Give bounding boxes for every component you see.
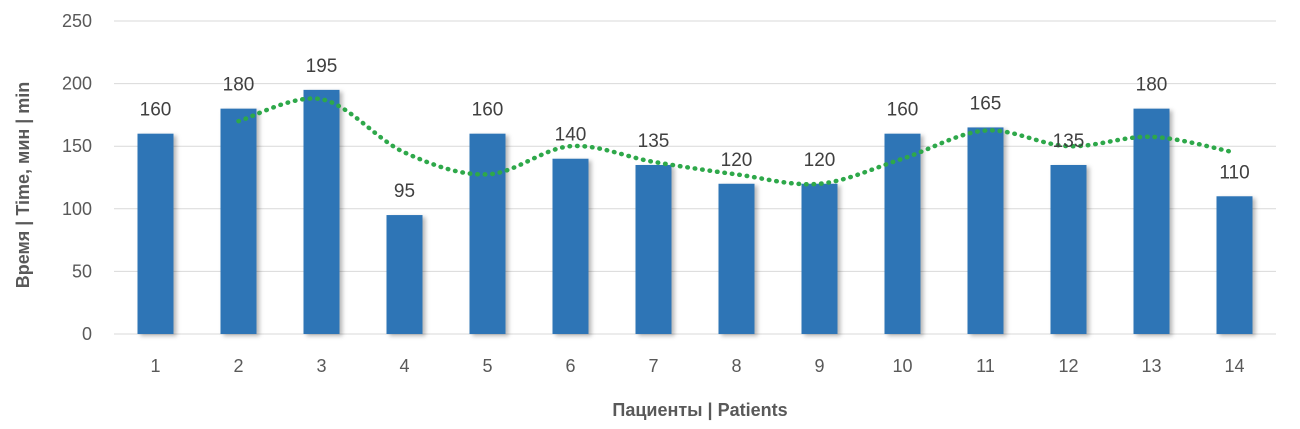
- x-axis-title: Пациенты | Patients: [612, 400, 787, 420]
- bar: [469, 133, 506, 334]
- trendline: [236, 96, 1237, 187]
- bar: [1133, 108, 1170, 334]
- data-label: 120: [721, 150, 753, 171]
- data-label: 160: [472, 100, 504, 121]
- x-tick-label: 6: [565, 356, 575, 376]
- data-label: 160: [887, 100, 919, 121]
- bar: [220, 108, 257, 334]
- y-tick-label: 150: [62, 136, 92, 156]
- bar-series: [137, 89, 1253, 334]
- y-tick-label: 50: [72, 261, 92, 281]
- data-label: 165: [970, 93, 1002, 114]
- data-label: 120: [804, 150, 836, 171]
- x-tick-label: 11: [976, 356, 995, 376]
- bar: [884, 133, 921, 334]
- bar: [552, 158, 589, 334]
- x-axis-ticks: 1 2 3 4 5 6 7 8 9 10 11 12 13 14: [150, 356, 1244, 376]
- x-tick-label: 14: [1224, 356, 1244, 376]
- x-tick-label: 5: [482, 356, 492, 376]
- bar: [635, 164, 672, 334]
- x-tick-label: 4: [399, 356, 409, 376]
- data-label: 110: [1219, 162, 1249, 183]
- bar: [801, 183, 838, 334]
- data-label: 135: [1053, 131, 1085, 152]
- data-labels: 160 180 195 95 160 140 135 120 120 160 165 135 180 11…: [140, 56, 1250, 202]
- bar: [386, 215, 423, 334]
- data-label: 95: [394, 181, 415, 202]
- bar: [967, 127, 1004, 334]
- data-label: 140: [555, 125, 587, 146]
- y-tick-label: 200: [62, 74, 92, 94]
- x-tick-label: 13: [1141, 356, 1161, 376]
- y-axis-title: Время | Time, мин | min: [13, 82, 33, 289]
- gridlines: [114, 20, 1276, 335]
- x-tick-label: 1: [150, 356, 160, 376]
- x-tick-label: 9: [814, 356, 824, 376]
- y-axis-ticks: 0 50 100 150 200 250: [62, 11, 92, 344]
- x-tick-label: 10: [892, 356, 912, 376]
- trendline-group: [236, 96, 1237, 187]
- x-tick-label: 3: [316, 356, 326, 376]
- data-label: 160: [140, 100, 172, 121]
- y-tick-label: 250: [62, 11, 92, 31]
- data-label: 135: [638, 131, 670, 152]
- data-label: 180: [223, 75, 255, 96]
- x-tick-label: 8: [731, 356, 741, 376]
- x-tick-label: 2: [233, 356, 243, 376]
- bar: [718, 183, 755, 334]
- data-label: 180: [1136, 75, 1168, 96]
- y-tick-label: 0: [82, 324, 92, 344]
- x-tick-label: 7: [648, 356, 658, 376]
- x-tick-label: 12: [1058, 356, 1078, 376]
- bar: [303, 89, 340, 334]
- y-tick-label: 100: [62, 199, 92, 219]
- data-label: 195: [306, 56, 338, 77]
- bar: [137, 133, 174, 334]
- bar: [1216, 196, 1253, 334]
- bar: [1050, 164, 1087, 334]
